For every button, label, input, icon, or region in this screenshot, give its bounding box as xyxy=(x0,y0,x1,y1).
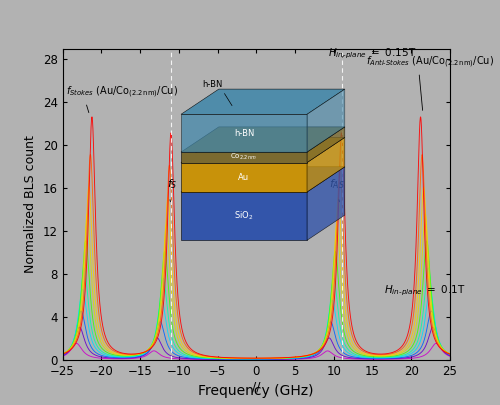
Polygon shape xyxy=(307,89,345,152)
Text: $f_{Anti\text{-}Stokes}\ \mathregular{(Au/Co_{(2.2\,nm)}/Cu)}$: $f_{Anti\text{-}Stokes}\ \mathregular{(A… xyxy=(366,55,494,70)
Polygon shape xyxy=(307,137,345,192)
X-axis label: Frequency (GHz): Frequency (GHz) xyxy=(198,384,314,398)
Polygon shape xyxy=(307,167,345,240)
Polygon shape xyxy=(307,127,345,162)
Polygon shape xyxy=(181,114,307,152)
Text: $H_{in\text{-}plane}\ =\ 0.15\mathrm{T}$: $H_{in\text{-}plane}\ =\ 0.15\mathrm{T}$ xyxy=(328,47,416,61)
Text: $f_{Stokes}\ \mathregular{(Au/Co_{(2.2\,nm)}/Cu)}$: $f_{Stokes}\ \mathregular{(Au/Co_{(2.2\,… xyxy=(66,85,178,100)
Polygon shape xyxy=(181,167,345,192)
Text: $H_{in\text{-}plane}\ =\ 0.1\mathrm{T}$: $H_{in\text{-}plane}\ =\ 0.1\mathrm{T}$ xyxy=(384,284,466,298)
Text: Co$_{2.2\,nm}$: Co$_{2.2\,nm}$ xyxy=(230,152,258,162)
Polygon shape xyxy=(181,192,307,240)
Polygon shape xyxy=(181,127,345,152)
Text: h-BN: h-BN xyxy=(202,80,222,89)
Text: SiO$_2$: SiO$_2$ xyxy=(234,210,254,222)
Text: //: // xyxy=(252,381,260,394)
Text: $f_S$: $f_S$ xyxy=(167,177,177,190)
Y-axis label: Normalized BLS count: Normalized BLS count xyxy=(24,136,37,273)
Text: h-BN: h-BN xyxy=(234,129,254,138)
Polygon shape xyxy=(181,162,307,192)
Polygon shape xyxy=(181,89,345,114)
Text: Au: Au xyxy=(238,173,250,182)
Polygon shape xyxy=(181,137,345,162)
Text: $f_{AS}$: $f_{AS}$ xyxy=(329,177,345,190)
Polygon shape xyxy=(181,152,307,162)
